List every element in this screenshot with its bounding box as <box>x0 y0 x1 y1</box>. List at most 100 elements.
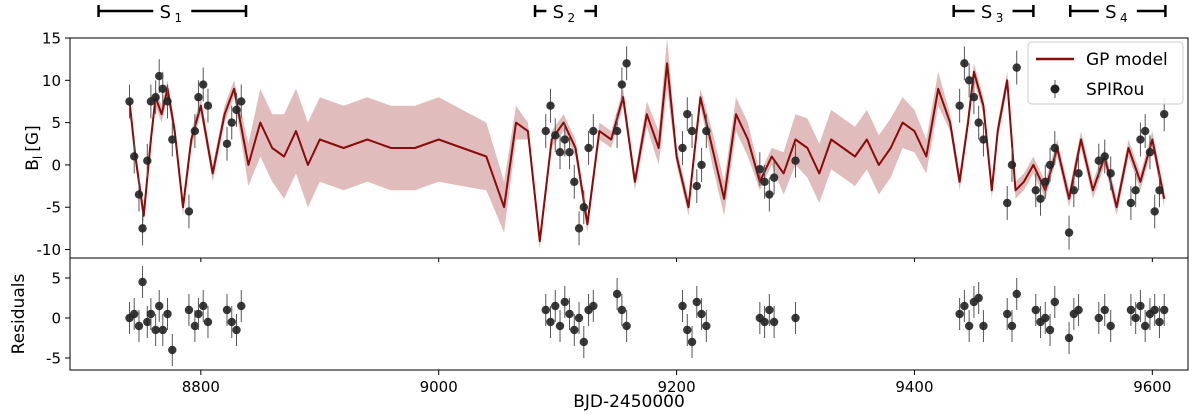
residual-point <box>199 301 208 311</box>
residual-point <box>227 317 236 327</box>
spirou-point <box>222 139 232 148</box>
spirou-point <box>1041 177 1050 187</box>
top-ylabel-main: B <box>23 159 43 171</box>
residual-point <box>589 301 598 311</box>
legend-model-label: GP model <box>1086 50 1168 70</box>
residual-point <box>555 321 565 331</box>
top-ylabel: Bl [G] <box>23 125 45 170</box>
residual-point <box>194 309 203 319</box>
residual-point <box>1012 289 1021 299</box>
residual-point <box>1155 317 1164 327</box>
residual-point <box>1136 301 1145 311</box>
spirou-point <box>612 126 622 136</box>
spirou-point <box>1131 186 1140 195</box>
residual-point <box>960 301 969 311</box>
bottom-x-tick-label: 9400 <box>895 378 933 396</box>
spirou-point <box>1045 160 1055 170</box>
residual-point <box>974 293 983 303</box>
spirou-point <box>199 80 208 89</box>
residual-point <box>964 321 974 331</box>
bottom-panel-frame <box>69 257 1189 371</box>
gp-band-area <box>129 38 1165 250</box>
spirou-point <box>678 143 687 153</box>
residual-point <box>612 289 622 299</box>
spirou-point <box>765 190 774 199</box>
season-label: S <box>160 2 171 23</box>
spirou-point <box>134 190 144 199</box>
spirou-point <box>1031 186 1040 195</box>
legend-data-label: SPIRou <box>1086 80 1144 100</box>
residual-point <box>138 277 147 287</box>
season-label-sub: 1 <box>174 11 182 25</box>
spirou-point <box>190 126 200 136</box>
bottom-x-tick-label: 9000 <box>420 378 458 396</box>
spirou-point <box>960 59 969 68</box>
residual-point <box>617 305 627 315</box>
spirou-point <box>1036 194 1045 203</box>
spirou-point <box>955 101 964 110</box>
residual-point <box>203 317 213 327</box>
residual-point <box>237 301 246 311</box>
spirou-point <box>769 173 779 182</box>
spirou-point <box>1069 186 1079 195</box>
residual-point <box>184 305 194 315</box>
spirou-point <box>584 143 593 153</box>
spirou-point <box>232 105 241 115</box>
bottom-y-axis: -5 0 5 <box>46 270 70 368</box>
spirou-point <box>560 135 569 144</box>
residual-point <box>143 317 152 327</box>
spirou-point <box>203 101 213 110</box>
spirou-point <box>194 93 203 102</box>
legend-data-marker <box>1050 84 1060 94</box>
residual-point <box>955 309 964 319</box>
residual-point <box>702 321 711 331</box>
spirou-point <box>687 126 697 136</box>
bottom-y-tick-label: 0 <box>51 310 61 328</box>
spirou-point <box>702 126 711 136</box>
spirou-point <box>1126 198 1136 208</box>
spirou-point <box>1003 198 1012 208</box>
residual-point <box>1100 305 1109 315</box>
spirou-point <box>1012 63 1021 72</box>
spirou-point <box>979 135 988 144</box>
top-y-tick-label: -10 <box>37 241 62 259</box>
spirou-point <box>1106 169 1115 178</box>
residual-point <box>570 325 579 335</box>
season-label-sub: 2 <box>568 11 576 25</box>
residual-point <box>541 305 550 315</box>
residual-point <box>1003 309 1012 319</box>
residual-point <box>687 337 697 347</box>
bottom-x-tick-label: 9600 <box>1133 378 1171 396</box>
bottom-ylabel: Residuals <box>9 274 29 355</box>
residual-point <box>1106 321 1115 331</box>
top-y-tick-label: 0 <box>51 156 61 174</box>
bottom-x-axis: 8800 9000 9200 9400 9600 <box>182 370 1171 396</box>
residual-point <box>134 321 144 331</box>
spirou-point <box>755 164 765 174</box>
spirou-point <box>1064 228 1074 237</box>
spirou-point <box>227 118 236 127</box>
residual-point <box>546 317 555 327</box>
top-y-tick-label: 15 <box>42 30 61 48</box>
spirou-point <box>574 224 584 233</box>
spirou-point <box>237 97 246 106</box>
spirou-point <box>163 97 172 106</box>
residual-point <box>168 345 177 355</box>
bottom-y-tick-label: 5 <box>51 270 61 288</box>
top-y-axis: -10 -5 0 5 10 15 <box>37 30 70 259</box>
residual-point <box>678 301 687 311</box>
residual-point <box>1050 297 1059 307</box>
spirou-point <box>1145 148 1155 157</box>
spirou-point <box>1136 135 1145 144</box>
residual-point <box>1064 333 1074 343</box>
residual-point <box>697 309 706 319</box>
spirou-point <box>1160 109 1169 119</box>
residual-point <box>232 325 241 335</box>
bottom-x-tick-label: 8800 <box>182 378 220 396</box>
season-label-sub: 4 <box>1120 11 1128 25</box>
residual-point <box>765 305 774 315</box>
residual-point <box>155 301 164 311</box>
season-label-sub: 3 <box>996 11 1004 25</box>
residual-point <box>1031 305 1040 315</box>
